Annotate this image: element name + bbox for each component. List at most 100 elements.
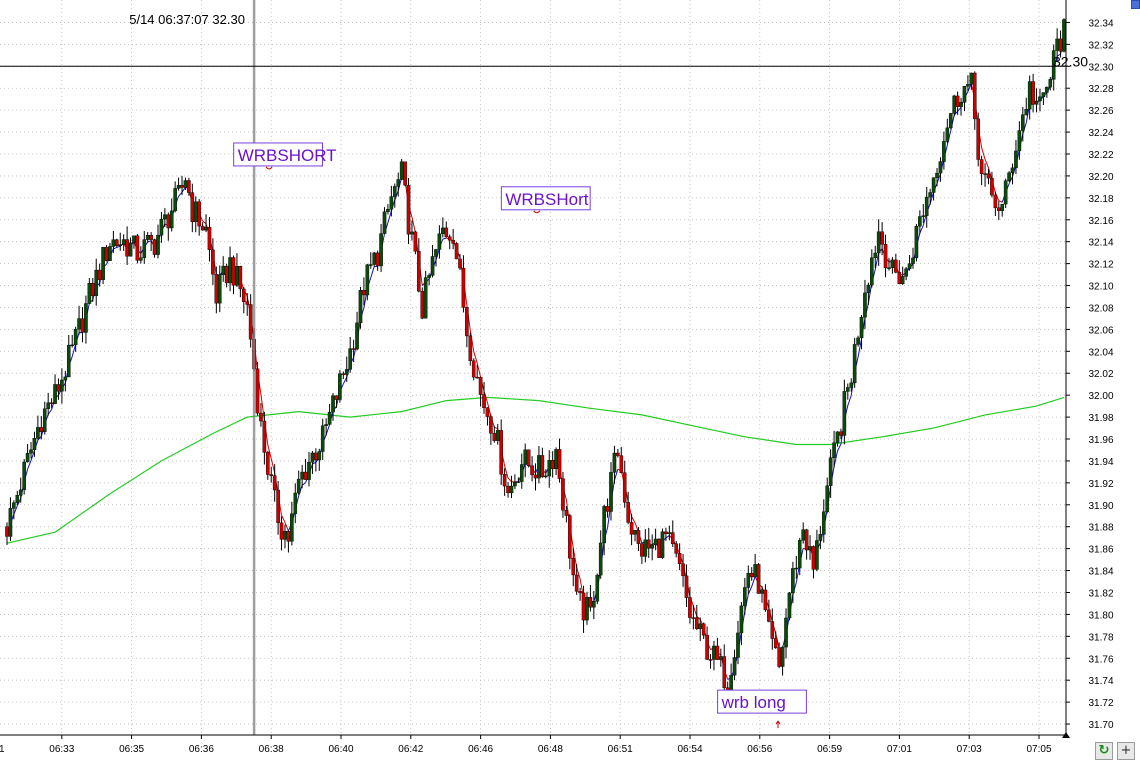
candle-body [119, 245, 122, 246]
candle-body [273, 476, 276, 490]
candle-body [1056, 39, 1059, 51]
candle-body [678, 553, 681, 563]
candle-body [239, 266, 242, 289]
candle-body [338, 374, 341, 400]
candle-body [657, 539, 660, 558]
candle-body [424, 278, 427, 319]
y-tick-label: 32.26 [1088, 106, 1113, 117]
candle-body [95, 270, 98, 296]
candle [1062, 18, 1065, 52]
candle-body [84, 304, 87, 333]
candle [1004, 179, 1007, 208]
candle-body [1028, 82, 1031, 110]
candle-body [345, 369, 348, 374]
candle-body [627, 502, 630, 522]
y-tick-label: 32.34 [1088, 18, 1113, 29]
candle-body [561, 479, 564, 511]
candle-body [633, 530, 636, 534]
candle-body [403, 162, 406, 185]
candle-body [664, 532, 667, 534]
candle-body [167, 215, 170, 228]
candle-body [129, 243, 132, 256]
candle-body [829, 458, 832, 486]
candle-body [115, 240, 118, 246]
candle-body [280, 523, 283, 540]
candle-body [877, 232, 880, 253]
candle-body [235, 266, 238, 285]
candle-body [524, 450, 527, 465]
candle-body [263, 421, 266, 452]
candle [953, 95, 956, 117]
candle-body [815, 541, 818, 570]
candle-body [191, 193, 194, 222]
candle-body [71, 345, 74, 346]
candle-body [750, 573, 753, 577]
candle-body [764, 590, 767, 610]
candle-body [506, 486, 509, 493]
candle [421, 287, 424, 319]
candle-body [819, 534, 822, 540]
y-tick-label: 31.84 [1088, 567, 1113, 578]
candle-body [91, 283, 94, 296]
y-tick-label: 31.94 [1088, 457, 1113, 468]
crosshair-readout: 5/14 06:37:07 32.30 [122, 0, 245, 27]
candle-body [383, 212, 386, 234]
candle-body [661, 532, 664, 558]
candle-body [458, 259, 461, 268]
plus-icon: + [1121, 743, 1132, 758]
candle-body [318, 451, 321, 459]
candle [596, 574, 599, 605]
candle-body [482, 395, 485, 408]
candle-body [57, 384, 60, 391]
candle-body [307, 462, 310, 479]
candle-body [146, 235, 149, 239]
candle-body [249, 304, 252, 339]
candle-body [647, 540, 650, 548]
candle-body [1007, 173, 1010, 181]
candle [366, 264, 369, 300]
candle-body [558, 449, 561, 478]
candle-body [16, 495, 19, 503]
candle-body [870, 258, 873, 285]
candle-body [949, 113, 952, 127]
candle-body [352, 349, 355, 350]
candle-body [953, 96, 956, 113]
candle-body [105, 247, 108, 260]
candle-body [81, 319, 84, 333]
y-tick-label: 31.98 [1088, 413, 1113, 424]
candle-body [139, 258, 142, 261]
candle-body [349, 349, 352, 370]
candle [414, 231, 417, 254]
candle-body [733, 657, 736, 675]
y-tick-label: 32.28 [1088, 84, 1113, 95]
candle-body [204, 227, 207, 230]
candle-body [222, 266, 225, 275]
candle-body [774, 638, 777, 647]
candle-body [26, 453, 29, 462]
candle-body [685, 576, 688, 598]
candle-body [60, 380, 63, 391]
candle-body [736, 633, 739, 658]
zoom-button[interactable]: + [1117, 742, 1135, 760]
candle-body [47, 403, 50, 409]
candle-body [476, 377, 479, 378]
candle-body [101, 247, 104, 279]
candle-body [740, 606, 743, 633]
candle-body [321, 426, 324, 452]
candle-body [410, 232, 413, 234]
candle [788, 592, 791, 620]
candle-body [609, 472, 612, 511]
candle-body [407, 185, 410, 234]
candle-body [122, 240, 125, 245]
candle-body [808, 546, 811, 550]
refresh-button[interactable]: ↻ [1095, 742, 1113, 760]
candle-body [589, 597, 592, 607]
scroll-top-button[interactable] [1131, 0, 1140, 9]
candle-body [355, 323, 358, 349]
candle-body [36, 427, 39, 438]
candle-body [67, 345, 70, 377]
y-tick-label: 31.74 [1088, 676, 1113, 687]
time-axis: 06:3106:3306:3506:3606:3806:4006:4206:46… [0, 732, 1140, 763]
